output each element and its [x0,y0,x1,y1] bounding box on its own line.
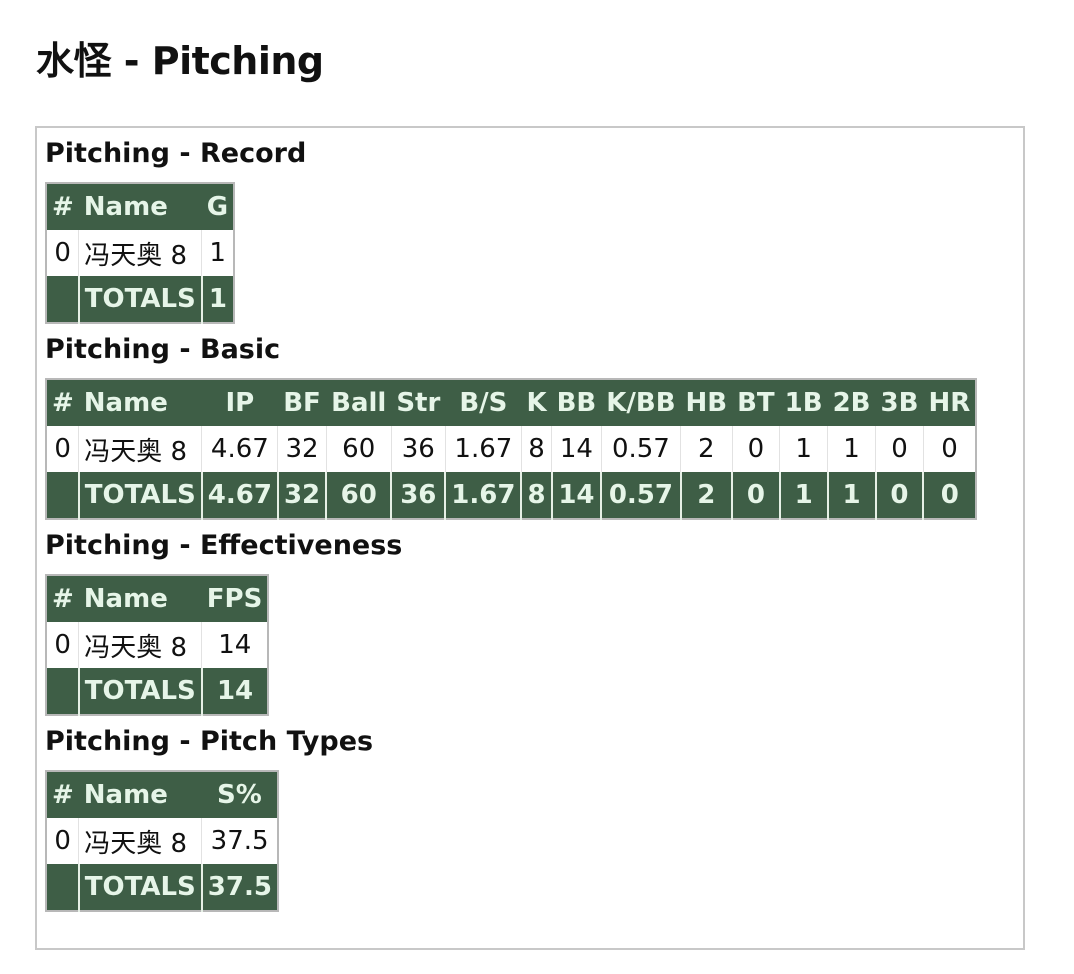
column-header[interactable]: 1B [779,379,828,426]
totals-cell: 0 [731,472,780,519]
totals-cell: 2 [679,472,733,519]
table-row: 0 冯天奥 8 37.5 [46,818,279,864]
table-row: 0 冯天奥 8 14 [46,622,269,668]
totals-cell: 1 [826,472,876,519]
table-cell: 0 [923,426,977,472]
column-header[interactable]: BB [551,379,602,426]
totals-row: TOTALS 14 [46,668,269,715]
column-header[interactable]: # [46,771,79,818]
column-header[interactable]: # [46,575,79,622]
totals-cell: 1.67 [444,472,522,519]
column-header[interactable]: Name [78,183,202,230]
header-row: # Name G [46,183,235,230]
column-header[interactable]: Name [78,575,202,622]
stats-table: # Name G 0 冯天奥 8 1 TOTALS 1 [45,182,236,324]
column-header[interactable]: HB [680,379,733,426]
totals-cell: 37.5 [200,864,278,911]
table-cell: 4.67 [201,426,279,472]
totals-cell: TOTALS [77,472,202,519]
totals-cell: 60 [325,472,392,519]
totals-cell: 8 [520,472,552,519]
table-cell: 0 [46,426,80,472]
stats-table: # Name IP BF Ball Str B/S K BB K/BB HB BT 1B 2B 3B HR 0 冯… [45,378,978,520]
totals-cell: 14 [550,472,602,519]
table-cell: 1.67 [445,426,522,472]
column-header[interactable]: 3B [875,379,924,426]
totals-cell: 0 [922,472,977,519]
stats-container: Pitching - Record # Name G 0 冯天奥 8 1 TOTALS 1 Pit… [35,126,1025,950]
totals-cell: 0 [874,472,924,519]
table-cell: 冯天奥 8 [78,622,203,668]
table-cell: 14 [201,622,269,668]
column-header[interactable]: # [46,379,79,426]
table-cell: 冯天奥 8 [78,426,203,472]
column-header[interactable]: Name [78,379,202,426]
table-cell: 1 [779,426,829,472]
stats-table: # Name S% 0 冯天奥 8 37.5 TOTALS 37.5 [45,770,279,912]
page-title: 水怪 - Pitching [36,39,324,83]
totals-row: TOTALS 4.67 32 60 36 1.67 8 14 0.57 2 0 1 1 0 0 [46,472,977,519]
table-cell: 1 [201,230,235,276]
table-cell: 冯天奥 8 [78,230,203,276]
totals-cell: 36 [390,472,446,519]
column-header[interactable]: S% [201,771,278,818]
totals-cell: TOTALS [77,864,202,911]
totals-row: TOTALS 37.5 [46,864,278,911]
table-cell: 36 [391,426,446,472]
table-cell: 0 [46,818,80,864]
column-header[interactable]: BT [732,379,780,426]
header-row: # Name FPS [46,575,269,622]
column-header[interactable]: IP [201,379,278,426]
totals-cell: TOTALS [77,276,202,323]
column-header[interactable]: HR [923,379,977,426]
totals-cell: 14 [200,668,269,715]
table-cell: 0.57 [601,426,682,472]
table-cell: 0 [46,622,80,668]
table-cell: 0 [46,230,80,276]
table-cell: 0 [875,426,924,472]
totals-cell: 4.67 [200,472,278,519]
totals-row: TOTALS 1 [46,276,235,323]
column-header[interactable]: B/S [445,379,522,426]
table-cell: 60 [326,426,392,472]
totals-cell [46,668,79,715]
column-header[interactable]: Name [78,771,202,818]
column-header[interactable]: K/BB [601,379,681,426]
header-row: # Name IP BF Ball Str B/S K BB K/BB HB BT 1B 2B 3B HR [46,379,977,426]
table-cell: 37.5 [201,818,279,864]
totals-cell [46,276,79,323]
table-cell: 0 [732,426,781,472]
table-cell: 14 [551,426,602,472]
section-title: Pitching - Pitch Types [45,726,374,757]
totals-cell [46,864,79,911]
totals-cell [46,472,79,519]
column-header[interactable]: K [521,379,552,426]
table-cell: 2 [680,426,733,472]
section-title: Pitching - Effectiveness [45,530,403,561]
totals-cell: 32 [276,472,327,519]
table-cell: 冯天奥 8 [78,818,203,864]
column-header[interactable]: BF [277,379,327,426]
table-cell: 1 [827,426,877,472]
column-header[interactable]: G [201,183,235,230]
totals-cell: TOTALS [77,668,202,715]
column-header[interactable]: Str [391,379,446,426]
header-row: # Name S% [46,771,278,818]
column-header[interactable]: # [46,183,79,230]
section-title: Pitching - Basic [45,334,281,365]
table-cell: 32 [277,426,327,472]
totals-cell: 1 [778,472,828,519]
totals-cell: 0.57 [600,472,681,519]
column-header[interactable]: FPS [201,575,269,622]
column-header[interactable]: 2B [827,379,876,426]
table-row: 0 冯天奥 8 4.67 32 60 36 1.67 8 14 0.57 2 0 1 1 0 0 [46,426,977,472]
section-title: Pitching - Record [45,138,307,169]
column-header[interactable]: Ball [326,379,392,426]
totals-cell: 1 [200,276,235,323]
stats-table: # Name FPS 0 冯天奥 8 14 TOTALS 14 [45,574,270,716]
table-cell: 8 [521,426,553,472]
